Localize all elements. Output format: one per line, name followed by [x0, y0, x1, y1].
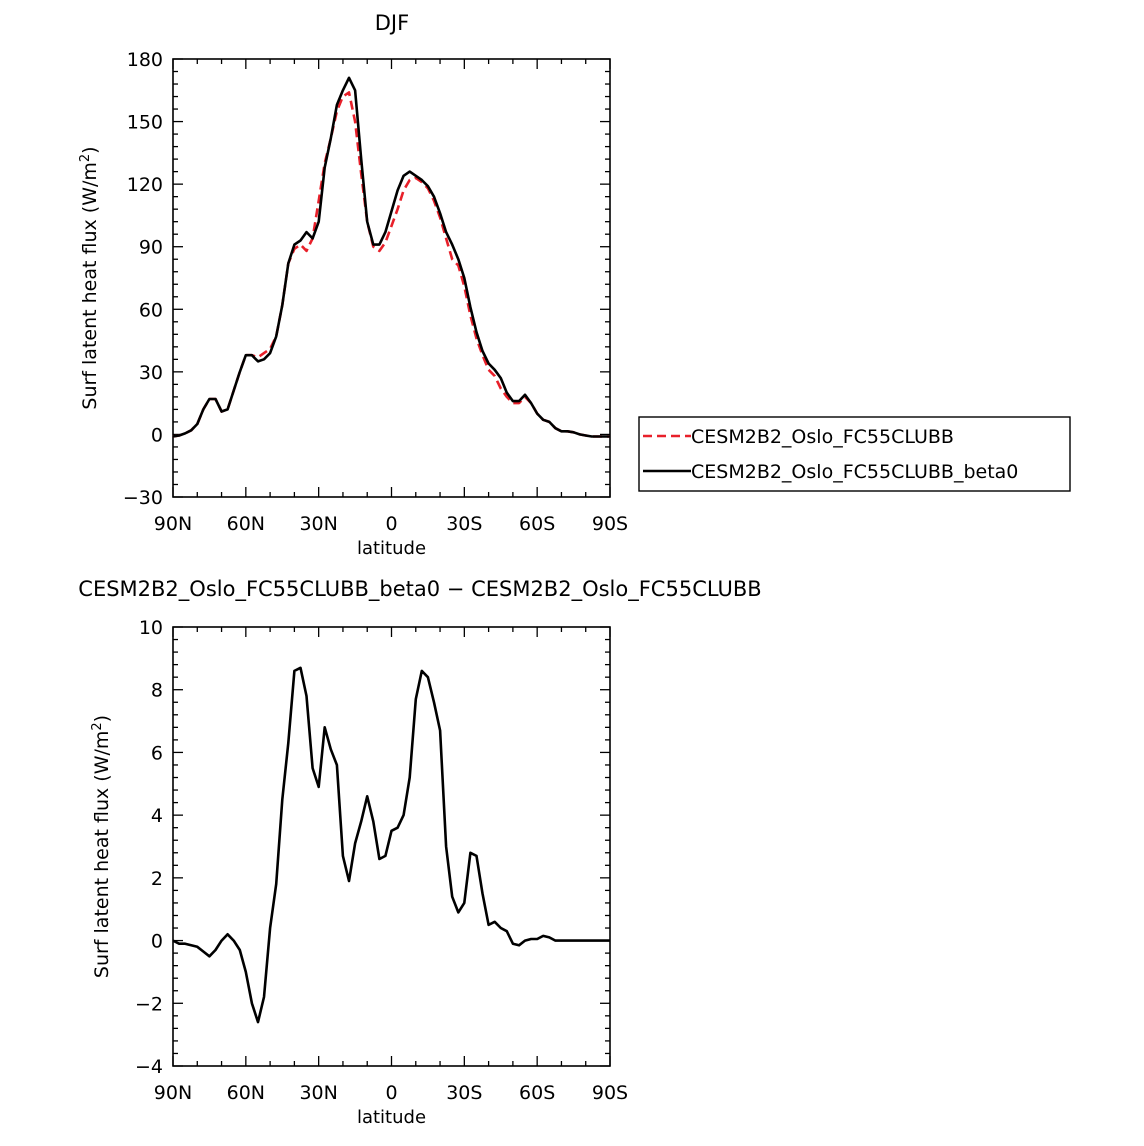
x-tick-label: 90N — [154, 513, 192, 535]
plot-frame — [172, 58, 611, 498]
series-line — [172, 91, 610, 438]
y-tick-label: 30 — [139, 362, 163, 384]
x-tick-label: 60N — [227, 513, 265, 535]
x-axis-label: latitude — [357, 538, 426, 559]
x-tick-label: 90N — [154, 1082, 192, 1104]
legend: CESM2B2_Oslo_FC55CLUBB CESM2B2_Oslo_FC55C… — [638, 416, 1071, 492]
y-tick-label: 150 — [127, 112, 163, 134]
difference-chart: 90N 60N 30N 0 30S 60S 90S −4 −2 0 2 4 6 8 10 latitude Su… — [78, 577, 761, 1128]
x-axis-label: latitude — [357, 1107, 426, 1128]
y-axis-label: Surf latent heat flux (W/m2) — [78, 146, 101, 409]
x-tick-label: 30N — [299, 1082, 337, 1104]
legend-box — [638, 416, 1071, 492]
y-tick-label: 60 — [139, 299, 163, 321]
x-tick-label: 0 — [385, 513, 397, 535]
y-tick-label: 4 — [151, 805, 163, 827]
x-tick-label: 90S — [592, 1082, 628, 1104]
plot-frame — [172, 626, 611, 1067]
series-line — [172, 76, 610, 438]
y-tick-label: 120 — [127, 174, 163, 196]
y-tick-label: 0 — [151, 931, 163, 953]
chart-title: DJF — [375, 11, 409, 35]
x-tick-label: 30S — [446, 1082, 482, 1104]
x-tick-label: 60S — [519, 513, 555, 535]
y-tick-label: 180 — [127, 49, 163, 71]
x-tick-label: 90S — [592, 513, 628, 535]
y-tick-label: 2 — [151, 868, 163, 890]
y-tick-label: 0 — [151, 424, 163, 446]
x-tick-label: 60N — [227, 1082, 265, 1104]
x-tick-label: 60S — [519, 1082, 555, 1104]
y-axis-label: Surf latent heat flux (W/m2) — [90, 715, 113, 978]
y-tick-label: 10 — [139, 617, 163, 639]
top-chart: 90N 60N 30N 0 30S 60S 90S −30 0 30 60 90 120 150 180 la… — [78, 11, 628, 559]
legend-entry: CESM2B2_Oslo_FC55CLUBB — [691, 426, 954, 448]
y-tick-label: −4 — [135, 1056, 163, 1078]
y-tick-label: 8 — [151, 680, 163, 702]
y-tick-label: −30 — [123, 487, 163, 509]
y-tick-label: −2 — [135, 993, 163, 1015]
series-line — [172, 666, 610, 1024]
x-tick-label: 30N — [299, 513, 337, 535]
y-tick-label: 90 — [139, 237, 163, 259]
legend-entry: CESM2B2_Oslo_FC55CLUBB_beta0 — [691, 461, 1018, 483]
chart-title: CESM2B2_Oslo_FC55CLUBB_beta0 − CESM2B2_O… — [78, 577, 761, 602]
y-tick-label: 6 — [151, 742, 163, 764]
x-tick-label: 30S — [446, 513, 482, 535]
x-tick-label: 0 — [385, 1082, 397, 1104]
